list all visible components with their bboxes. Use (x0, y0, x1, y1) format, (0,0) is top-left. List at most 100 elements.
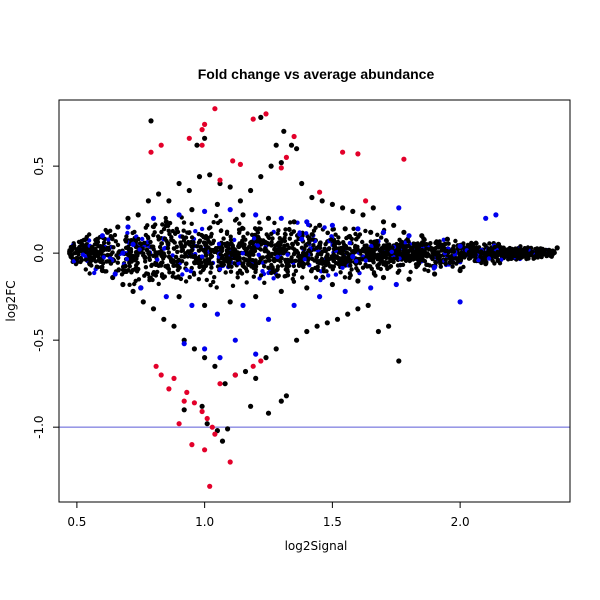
core-point (216, 259, 221, 264)
data-point (370, 205, 376, 211)
core-point (244, 280, 249, 285)
data-point (209, 424, 215, 430)
core-point (438, 261, 443, 266)
core-point (293, 258, 298, 263)
data-point (253, 212, 259, 218)
core-point (94, 264, 100, 269)
core-point (340, 248, 346, 253)
data-point (340, 205, 346, 211)
core-point (332, 253, 337, 259)
core-point (287, 227, 292, 232)
core-point (357, 232, 363, 237)
core-point (149, 262, 155, 267)
data-point (299, 236, 305, 242)
core-point (466, 249, 472, 255)
core-point (289, 231, 294, 237)
data-point (120, 281, 126, 288)
core-point (236, 261, 241, 266)
core-point (263, 246, 268, 251)
core-point (124, 234, 129, 239)
data-point (457, 243, 463, 249)
core-point (313, 225, 318, 230)
core-point (189, 244, 194, 249)
data-point (202, 355, 208, 361)
data-point (258, 358, 264, 364)
core-point (237, 221, 242, 226)
data-point (161, 316, 167, 322)
core-point (357, 256, 362, 262)
core-point (353, 231, 358, 237)
data-point (232, 372, 238, 378)
data-point (355, 278, 361, 284)
core-point (501, 246, 507, 251)
core-point (384, 250, 389, 255)
core-point (373, 273, 378, 278)
data-point (283, 393, 289, 399)
core-point (422, 267, 427, 272)
core-point (135, 253, 140, 258)
core-point (195, 244, 200, 249)
core-point (185, 249, 191, 254)
data-point (191, 400, 197, 406)
core-point (94, 249, 100, 254)
core-point (224, 231, 230, 236)
data-point (401, 229, 407, 235)
core-point (249, 263, 254, 268)
core-point (291, 263, 296, 269)
data-point (406, 233, 412, 239)
core-point (257, 220, 262, 225)
core-point (221, 262, 226, 267)
core-point (231, 246, 236, 251)
core-point (322, 246, 327, 251)
data-point (248, 187, 254, 194)
core-point (402, 244, 407, 249)
core-point (302, 251, 307, 256)
core-point (127, 251, 132, 256)
core-point (87, 232, 92, 237)
core-point (116, 267, 122, 272)
core-point (249, 248, 254, 254)
core-point (397, 248, 402, 254)
core-point (337, 258, 342, 264)
core-point (167, 270, 172, 275)
core-point (476, 258, 481, 263)
core-point (137, 247, 142, 252)
core-point (214, 285, 219, 290)
core-point (250, 258, 255, 263)
core-point (98, 257, 103, 262)
core-point (453, 238, 458, 244)
data-point (186, 187, 192, 194)
core-point (486, 256, 492, 261)
data-point (227, 299, 233, 305)
core-point (297, 256, 303, 261)
core-point (336, 235, 341, 240)
core-point (394, 256, 399, 261)
data-point (401, 156, 407, 162)
data-point (196, 174, 203, 180)
core-point (285, 252, 290, 257)
core-point (424, 262, 429, 267)
core-point (251, 252, 256, 257)
data-point (150, 215, 157, 221)
core-point (341, 242, 347, 247)
core-point (132, 229, 137, 235)
data-point (554, 245, 560, 251)
core-point (461, 241, 466, 246)
core-point (487, 241, 492, 246)
core-point (517, 248, 522, 254)
core-point (315, 267, 321, 273)
core-point (266, 265, 271, 270)
data-point (163, 219, 169, 225)
core-point (244, 269, 250, 274)
data-point (273, 142, 279, 148)
core-point (492, 244, 497, 250)
core-point (116, 250, 121, 255)
core-point (180, 247, 186, 253)
y-tick-label: 0.0 (32, 244, 46, 263)
data-point (202, 346, 208, 352)
core-point (270, 266, 275, 272)
core-point (166, 250, 171, 255)
core-point (276, 241, 281, 246)
core-point (372, 239, 378, 244)
core-point (93, 241, 99, 246)
